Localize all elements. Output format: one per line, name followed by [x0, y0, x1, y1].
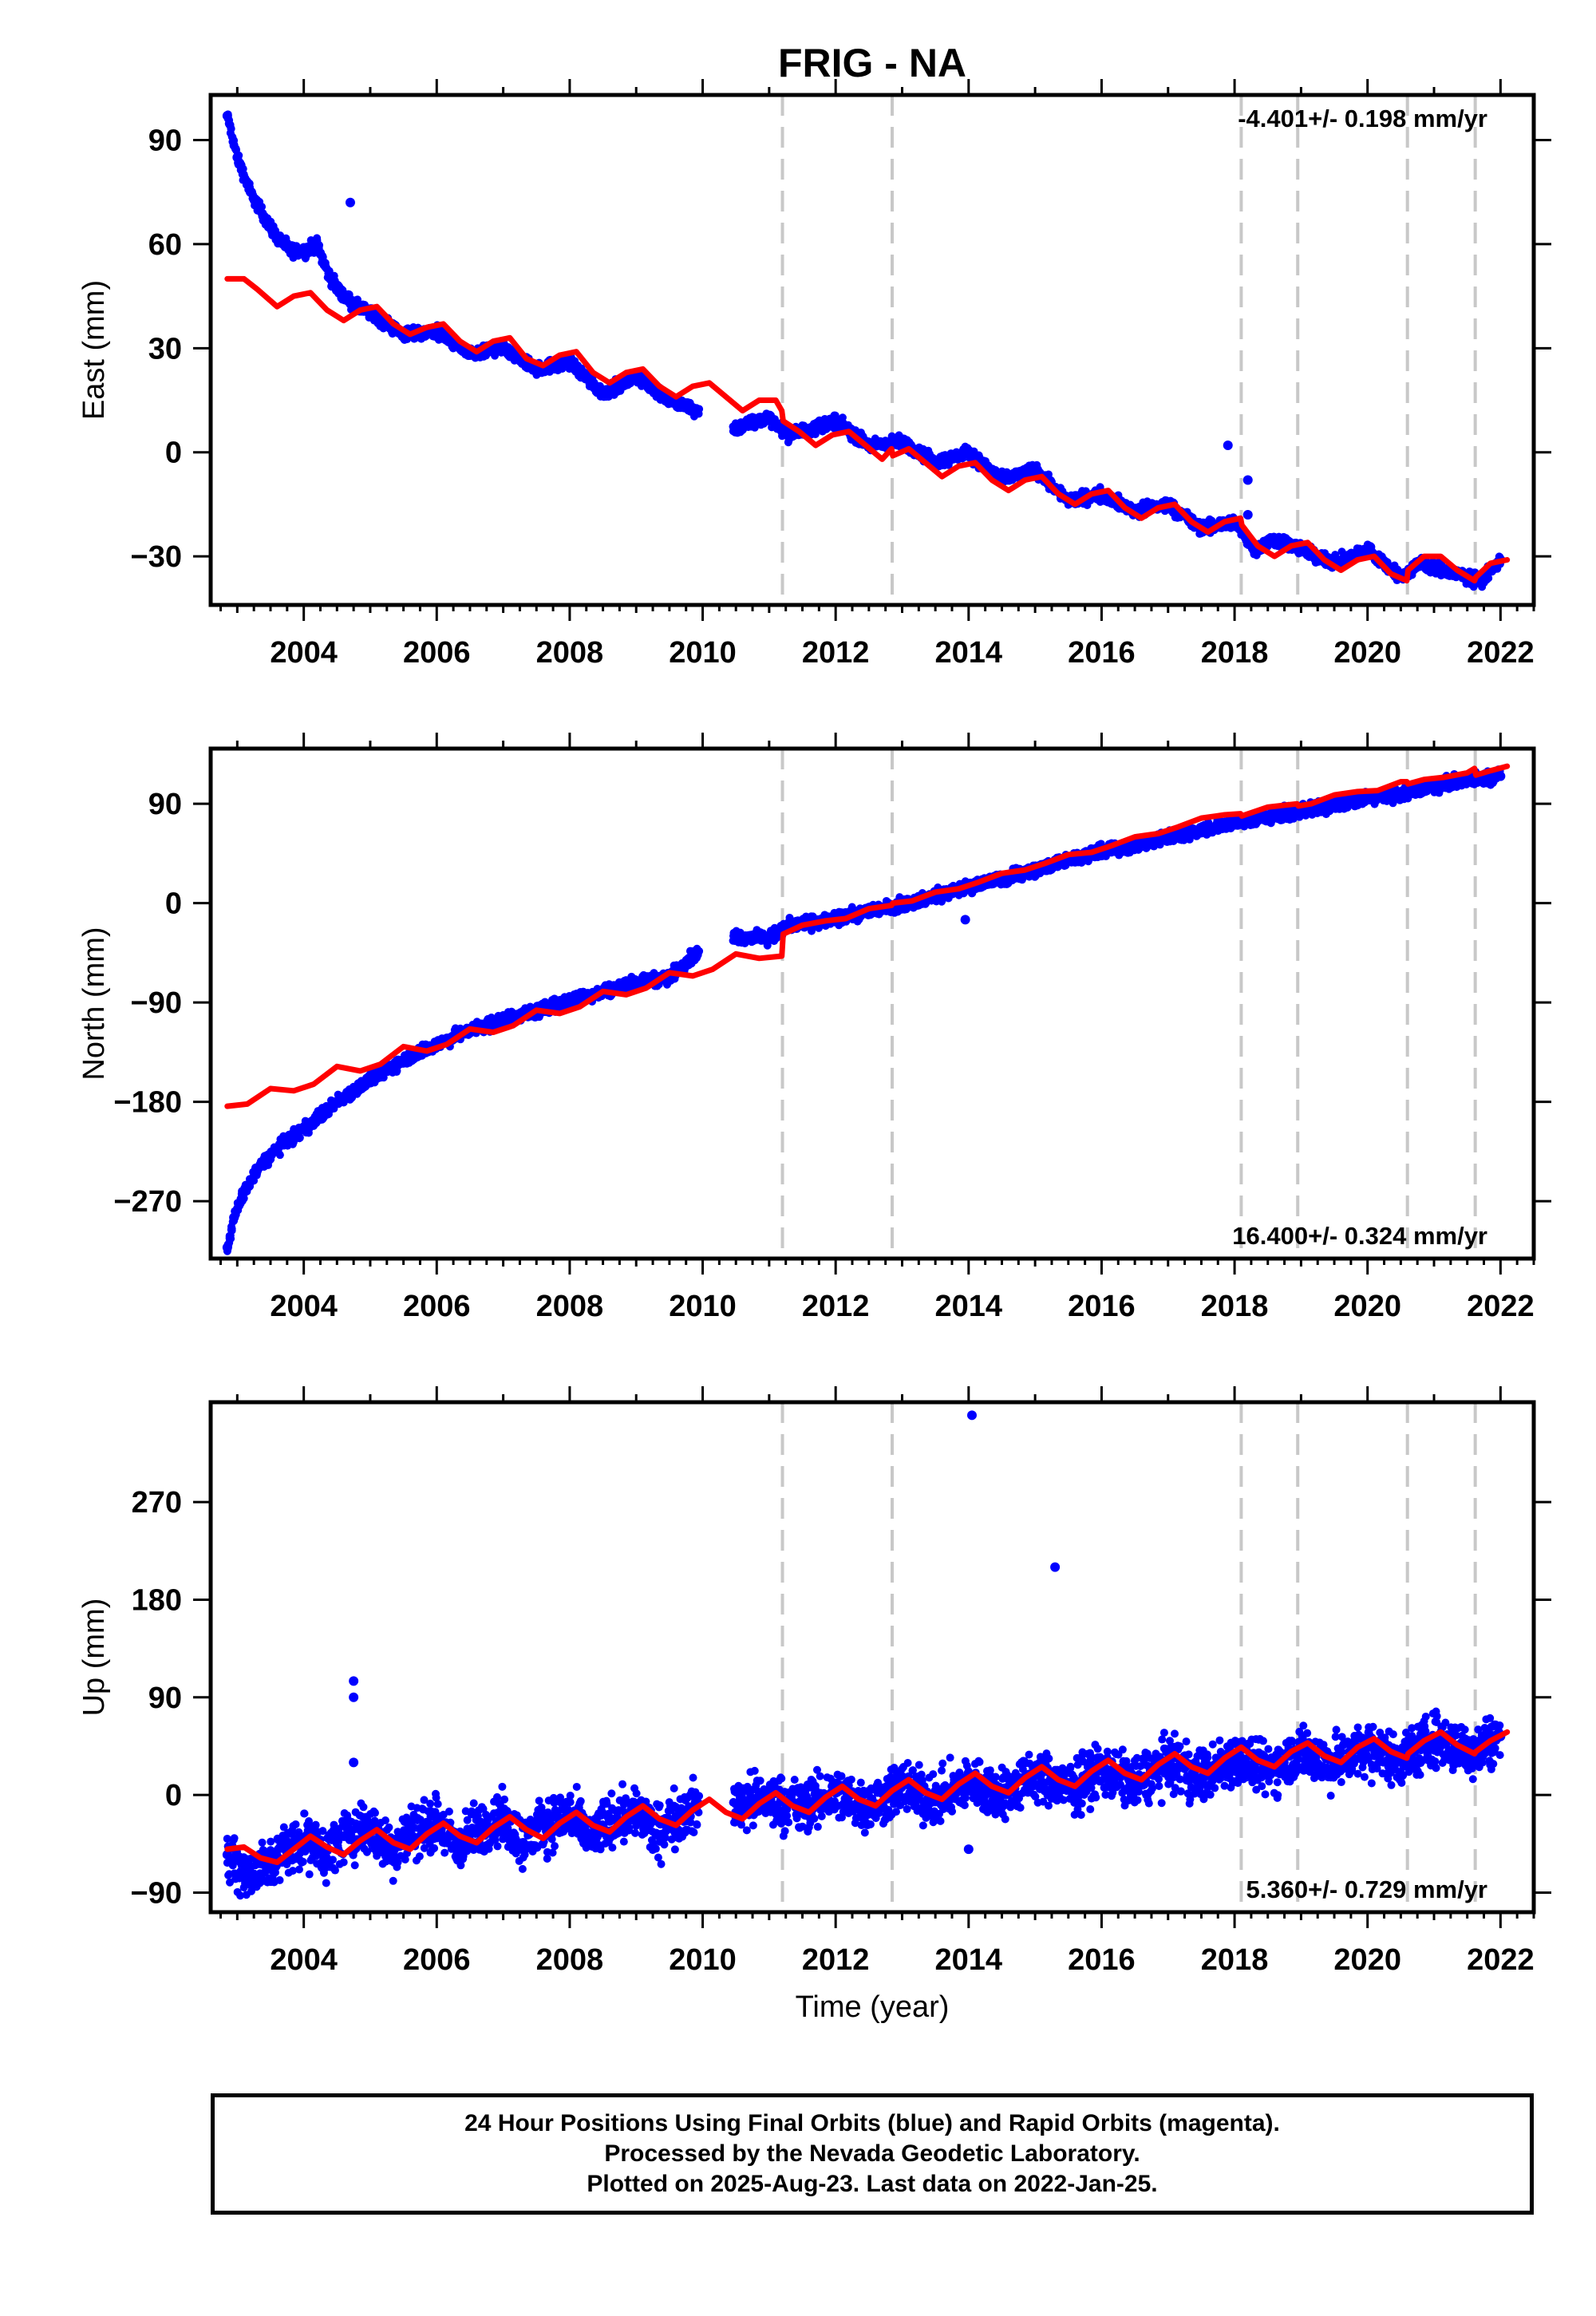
observation-point [1030, 464, 1041, 475]
x-tick-label: 2008 [536, 636, 604, 670]
x-tick-label: 2016 [1068, 636, 1136, 670]
observation-cloud [223, 765, 1504, 1255]
plot-area [222, 749, 1511, 1259]
observation-point [897, 437, 907, 447]
observation-point [1270, 534, 1280, 544]
observation-point [784, 430, 794, 440]
observation-point [498, 343, 508, 354]
observation-dot [275, 1151, 284, 1160]
x-tick-label: 2020 [1333, 636, 1401, 670]
observation-point [259, 211, 269, 222]
observation-dot [318, 252, 327, 261]
observation-point [691, 405, 701, 416]
x-tick-label: 2018 [1201, 636, 1269, 670]
observation-point [930, 457, 941, 468]
observation-point [245, 187, 255, 197]
observation-point [764, 413, 774, 423]
observation-point [272, 232, 282, 243]
observation-point [564, 357, 575, 367]
x-tick-label: 2010 [669, 636, 737, 670]
x-tick-label: 2012 [802, 636, 870, 670]
y-tick-label: −30 [131, 540, 182, 574]
outlier-point [1242, 509, 1253, 520]
panel-1: 2004 2006 2008 2010 2012 2014 2016 2018 2020 2022… [77, 79, 1551, 670]
outlier-point [345, 197, 355, 207]
model-line [224, 275, 1511, 584]
observation-point [298, 246, 309, 256]
panel-2: 2004 2006 2008 2010 2012 2014 2016 2018 2020 2022… [77, 733, 1551, 1323]
observation-point [325, 274, 335, 284]
y-tick-label: 30 [148, 332, 182, 366]
observation-point [222, 111, 232, 121]
panels: 2004 2006 2008 2010 2012 2014 2016 2018 2020 2022… [77, 79, 1551, 1977]
x-tick-label: 2022 [1467, 636, 1535, 670]
observation-dot [227, 1224, 236, 1233]
observation-point [831, 416, 841, 426]
observation-point [464, 350, 475, 361]
y-tick-label: 60 [148, 228, 182, 262]
observation-point [731, 423, 741, 433]
x-tick-label: 2004 [270, 636, 338, 670]
observation-point [963, 447, 974, 457]
observation-point [664, 395, 674, 405]
observation-point [1362, 544, 1373, 555]
observation-cloud [223, 110, 1504, 591]
x-tick-label: 2006 [403, 636, 471, 670]
x-tick-label: 2014 [935, 636, 1003, 670]
observation-dot [258, 203, 267, 211]
plot-area [222, 95, 1511, 605]
outlier-point [1242, 475, 1253, 485]
observation-dot [694, 948, 703, 957]
velocity-annotation: -4.401+/- 0.198 mm/yr [1238, 105, 1487, 132]
y-tick-label: 0 [165, 437, 182, 470]
x-ticks [219, 79, 1535, 621]
observation-point [285, 246, 295, 256]
observation-point [312, 239, 322, 249]
observation-dot [295, 1133, 304, 1142]
y-axis-label: East (mm) [77, 280, 111, 420]
y-tick-label: 90 [148, 124, 182, 158]
observation-dot [231, 144, 240, 153]
observation-point [232, 152, 243, 163]
figure-title: FRIG - NA [778, 41, 966, 85]
outlier-point [1223, 441, 1233, 451]
plot-frame [208, 93, 1536, 607]
observation-point [338, 291, 349, 302]
observation-point [598, 388, 608, 398]
observation-dot [227, 124, 235, 133]
